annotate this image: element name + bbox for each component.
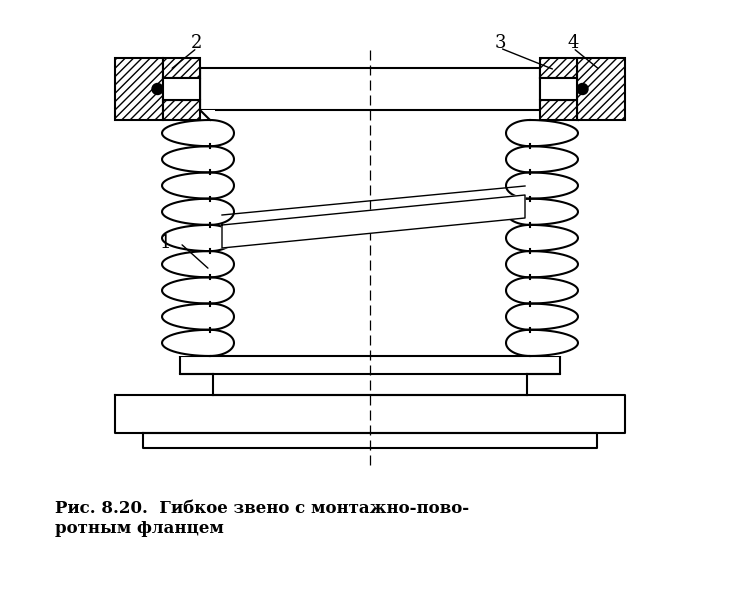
- Circle shape: [152, 84, 163, 95]
- Bar: [160, 110, 215, 125]
- Bar: [530, 146, 578, 172]
- Bar: [200, 68, 540, 110]
- Text: 4: 4: [568, 34, 579, 52]
- Bar: [530, 199, 578, 225]
- Bar: [162, 225, 210, 251]
- Bar: [162, 199, 210, 225]
- Bar: [162, 251, 210, 277]
- Bar: [530, 304, 578, 330]
- Bar: [530, 225, 578, 251]
- Text: 3: 3: [494, 34, 505, 52]
- Bar: [540, 100, 577, 120]
- Bar: [163, 100, 200, 120]
- Bar: [180, 356, 560, 374]
- Bar: [162, 146, 210, 172]
- Bar: [577, 58, 625, 120]
- Circle shape: [577, 84, 588, 95]
- Bar: [143, 433, 597, 448]
- Polygon shape: [222, 195, 525, 248]
- Bar: [163, 78, 200, 100]
- Bar: [530, 172, 578, 199]
- Bar: [162, 304, 210, 330]
- Text: 1: 1: [159, 234, 171, 252]
- Bar: [162, 330, 210, 356]
- Bar: [530, 251, 578, 277]
- Bar: [530, 330, 578, 356]
- Bar: [213, 374, 527, 395]
- Text: 2: 2: [192, 34, 203, 52]
- Bar: [115, 58, 163, 120]
- Bar: [163, 58, 200, 78]
- Bar: [540, 58, 577, 78]
- Bar: [115, 395, 625, 433]
- Bar: [162, 172, 210, 199]
- Text: ротным фланцем: ротным фланцем: [55, 520, 224, 537]
- Bar: [540, 78, 577, 100]
- Bar: [530, 120, 578, 146]
- Bar: [530, 277, 578, 304]
- Bar: [162, 120, 210, 146]
- Bar: [162, 277, 210, 304]
- Text: Рис. 8.20.  Гибкое звено с монтажно-пово-: Рис. 8.20. Гибкое звено с монтажно-пово-: [55, 500, 469, 517]
